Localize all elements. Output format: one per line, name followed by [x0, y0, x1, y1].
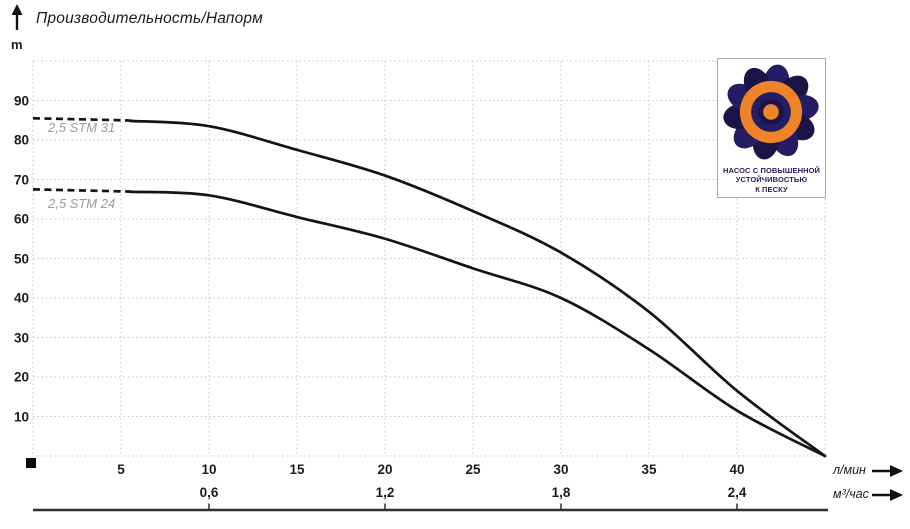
- pump-curves: [32, 116, 827, 458]
- sand-resistance-badge: НАСОС С ПОВЫШЕННОЙ УСТОЙЧИВОСТЬЮ К ПЕСКУ: [717, 58, 826, 198]
- badge-caption-line2: УСТОЙЧИВОСТЬЮ: [735, 175, 808, 184]
- badge-caption-line1: НАСОС С ПОВЫШЕННОЙ: [722, 165, 821, 175]
- x-axis-m3h-arrow-icon: [872, 489, 903, 501]
- x-axis-lmin-arrow-icon: [872, 465, 903, 477]
- y-tick-label: 10: [13, 409, 29, 424]
- origin-marker: [26, 458, 36, 468]
- chart-title: Производительность/Напорм: [36, 10, 263, 27]
- x-tick-label-lmin: 20: [377, 462, 393, 477]
- curve-solid-stm24: [128, 190, 827, 458]
- y-tick-label: 80: [13, 132, 29, 148]
- x-tick-label-m3h: 0,6: [199, 485, 219, 500]
- x-tick-label-m3h: 1,2: [375, 485, 395, 500]
- x-tick-label-lmin: 10: [201, 462, 217, 477]
- x-tick-label-lmin: 5: [117, 462, 125, 477]
- x-tick-label-lmin: 30: [553, 462, 569, 477]
- swirl-blade: [758, 80, 803, 125]
- y-tick-label: 40: [13, 290, 29, 306]
- y-axis-unit-label: m: [11, 37, 23, 52]
- axis-lines: [33, 503, 828, 512]
- x-tick-label-lmin: 40: [729, 462, 745, 477]
- curve-solid-stm31: [128, 119, 827, 458]
- y-axis-arrow-icon: [11, 4, 23, 30]
- y-tick-label: 90: [13, 93, 29, 108]
- x-tick-label-lmin: 35: [641, 462, 657, 477]
- curve-dashed-stm24: [32, 188, 133, 194]
- x-tick-label-m3h: 2,4: [727, 485, 747, 500]
- grid-lines: [32, 60, 826, 457]
- x-axis-unit-m3h: м³/час: [833, 487, 869, 501]
- curve-label-stm24: 2,5 STM 24: [48, 196, 116, 211]
- y-tick-label: 50: [13, 251, 29, 266]
- curve-label-stm31: 2,5 STM 31: [48, 120, 116, 135]
- x-axis-unit-lmin: л/мин: [833, 463, 866, 477]
- badge-caption-line3: К ПЕСКУ: [755, 184, 788, 194]
- x-tick-label-lmin: 25: [465, 462, 481, 477]
- pump-logo-flower-icon: [723, 64, 819, 160]
- badge-caption: НАСОС С ПОВЫШЕННОЙ УСТОЙЧИВОСТЬЮ К ПЕСКУ: [718, 166, 825, 195]
- y-tick-label: 20: [13, 369, 29, 385]
- swirl-blade: [739, 81, 771, 136]
- x-tick-label-lmin: 15: [289, 462, 305, 477]
- y-tick-label: 60: [13, 211, 29, 227]
- swirl-blade: [747, 112, 802, 144]
- y-tick-label: 70: [13, 172, 29, 187]
- y-tick-label: 30: [13, 330, 29, 345]
- x-tick-label-m3h: 1,8: [551, 485, 571, 500]
